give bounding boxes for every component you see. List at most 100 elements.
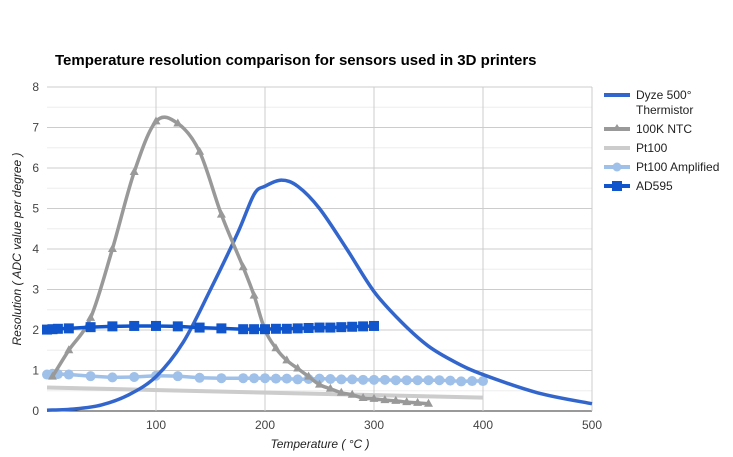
data-point	[347, 389, 357, 398]
legend-marker	[612, 124, 622, 131]
data-point	[107, 372, 118, 383]
series-line-1	[50, 115, 429, 406]
x-tick-label: 500	[582, 418, 602, 432]
data-point	[194, 372, 205, 383]
data-point	[292, 374, 303, 385]
y-tick-label: 3	[32, 283, 39, 297]
data-point	[434, 375, 445, 386]
data-point	[358, 393, 368, 402]
y-tick-label: 4	[32, 242, 39, 256]
data-point	[52, 323, 63, 334]
data-point	[86, 312, 96, 321]
data-point	[129, 371, 140, 382]
data-point	[47, 324, 58, 335]
data-point	[238, 373, 249, 384]
data-point	[260, 324, 270, 335]
data-point	[63, 369, 74, 380]
data-point	[391, 395, 401, 404]
data-point	[413, 397, 423, 406]
data-point	[423, 375, 434, 386]
x-tick-label: 100	[146, 418, 166, 432]
data-point	[304, 371, 314, 380]
series-line-3	[46, 371, 483, 384]
data-point	[303, 322, 314, 333]
data-point	[129, 167, 139, 176]
data-point	[238, 324, 249, 335]
data-point	[424, 398, 433, 407]
legend-label: 100K NTC	[636, 122, 692, 136]
data-point	[194, 322, 205, 333]
data-point	[216, 323, 227, 334]
data-point	[172, 321, 183, 332]
data-point	[412, 375, 423, 386]
legend-label: AD595	[636, 179, 673, 193]
y-tick-label: 8	[32, 80, 39, 94]
data-point	[270, 323, 281, 334]
data-point	[249, 324, 260, 335]
legend-marker	[612, 162, 622, 172]
x-tick-label: 400	[473, 418, 493, 432]
y-tick-label: 1	[32, 364, 39, 378]
data-point	[336, 387, 346, 396]
data-point	[270, 373, 281, 384]
data-point	[445, 375, 456, 386]
data-point	[129, 320, 140, 331]
data-point	[456, 376, 467, 387]
data-point	[390, 375, 401, 386]
legend-label: Dyze 500°	[636, 88, 692, 102]
data-point	[260, 373, 270, 384]
data-point	[292, 323, 303, 334]
series-line-4	[46, 324, 375, 332]
y-tick-label: 6	[32, 161, 39, 175]
data-point	[282, 355, 292, 364]
series-line-2	[46, 385, 484, 400]
data-point	[380, 395, 390, 404]
data-point	[347, 374, 358, 385]
data-point	[249, 290, 259, 299]
data-point	[281, 373, 292, 384]
legend-label: Pt100	[636, 141, 668, 155]
data-point	[314, 322, 325, 333]
data-point	[293, 363, 303, 372]
legend-marker	[612, 181, 622, 191]
y-axis-label: Resolution ( ADC value per degree )	[10, 153, 24, 346]
data-point	[402, 397, 412, 406]
legend-label: Pt100 Amplified	[636, 160, 719, 174]
data-point	[347, 321, 358, 332]
data-point	[173, 118, 183, 127]
data-point	[325, 383, 335, 392]
data-point	[379, 374, 390, 385]
x-axis-label: Temperature ( °C )	[270, 437, 369, 451]
data-point	[336, 322, 347, 333]
data-point	[85, 322, 96, 333]
data-point	[281, 323, 292, 334]
x-tick-label: 300	[364, 418, 384, 432]
y-tick-label: 7	[32, 121, 39, 135]
data-point	[47, 371, 57, 380]
series-line-0	[46, 178, 593, 412]
data-point	[107, 244, 117, 252]
data-point	[369, 374, 379, 385]
data-point	[358, 374, 369, 385]
data-point	[107, 321, 118, 332]
data-point	[216, 209, 226, 218]
data-point	[172, 371, 183, 382]
data-point	[467, 376, 478, 387]
data-point	[478, 376, 488, 387]
data-point	[369, 393, 379, 402]
data-point	[216, 373, 227, 384]
data-point	[85, 371, 96, 382]
data-point	[63, 323, 74, 334]
y-tick-label: 0	[32, 404, 39, 418]
chart-title: Temperature resolution comparison for se…	[55, 52, 537, 69]
data-point	[42, 324, 52, 335]
data-point	[238, 262, 248, 271]
x-tick-label: 200	[255, 418, 275, 432]
data-point	[369, 320, 379, 331]
data-point	[151, 116, 161, 125]
data-point	[195, 146, 205, 155]
data-point	[151, 320, 161, 331]
data-point	[64, 345, 74, 354]
